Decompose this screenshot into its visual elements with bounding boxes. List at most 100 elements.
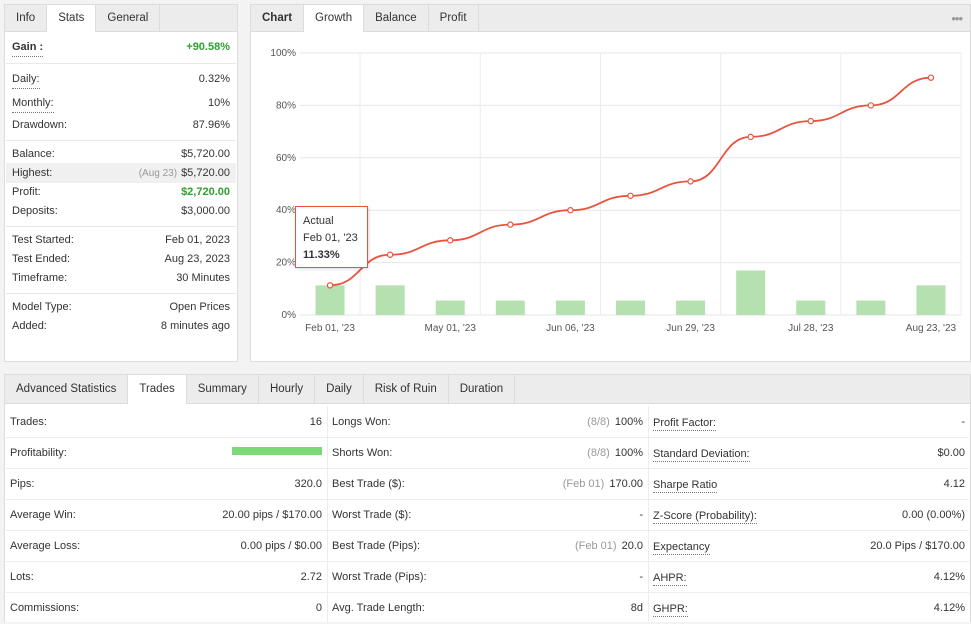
standard-deviation-value: $0.00 <box>937 447 965 459</box>
commissions-row: Commissions: 0 <box>5 593 327 624</box>
chart-panel: Chart Growth Balance Profit ••• 0% 20% 40%… <box>250 4 971 362</box>
highest-label: Highest: <box>12 167 53 179</box>
pips-value: 320.0 <box>294 478 322 490</box>
gain-label[interactable]: Gain : <box>12 38 44 57</box>
worst-trade-usd-value: - <box>639 509 643 521</box>
longs-won-row: Longs Won: (8/8) 100% <box>327 407 648 438</box>
bar-mark <box>736 270 766 315</box>
daily-label[interactable]: Daily: <box>12 70 40 89</box>
chart-tooltip: Actual Feb 01, '23 11.33% <box>295 206 368 268</box>
profit-factor-value: - <box>961 416 965 428</box>
pips-row: Pips: 320.0 <box>5 469 327 500</box>
tab-growth[interactable]: Growth <box>304 5 365 32</box>
deposits-row: Deposits: $3,000.00 <box>12 202 230 220</box>
tab-balance[interactable]: Balance <box>364 5 429 31</box>
bar-mark <box>916 285 946 315</box>
tooltip-value: 11.33% <box>303 249 340 261</box>
average-win-label: Average Win: <box>10 509 76 521</box>
timeframe-label: Timeframe: <box>12 272 68 284</box>
test-ended-row: Test Ended: Aug 23, 2023 <box>12 250 230 268</box>
bar-mark <box>676 300 706 315</box>
line-point <box>326 282 334 289</box>
added-label: Added: <box>12 320 47 332</box>
x-tick-label: Jul 28, '23 <box>788 323 834 334</box>
avg-trade-length-value: 8d <box>630 602 643 614</box>
timeframe-row: Timeframe: 30 Minutes <box>12 269 230 287</box>
tab-info[interactable]: Info <box>5 5 48 31</box>
best-trade-pips-row: Best Trade (Pips): (Feb 01) 20.0 <box>327 531 648 562</box>
x-tick-label: Jun 06, '23 <box>546 323 595 334</box>
balance-label: Balance: <box>12 148 55 160</box>
tab-risk-of-ruin[interactable]: Risk of Ruin <box>364 375 449 403</box>
tooltip-title: Actual <box>303 215 334 227</box>
tab-duration[interactable]: Duration <box>449 375 516 403</box>
y-tick-label: 20% <box>276 258 296 269</box>
z-score-label[interactable]: Z-Score (Probability): <box>653 510 757 524</box>
z-score-row: Z-Score (Probability): 0.00 (0.00%) <box>648 500 970 531</box>
test-ended-value: Aug 23, 2023 <box>164 253 230 265</box>
chart-tabs: Chart Growth Balance Profit <box>251 5 970 32</box>
average-loss-value: 0.00 pips / $0.00 <box>240 540 322 552</box>
line-point <box>747 133 754 141</box>
profitability-label: Profitability: <box>10 447 67 459</box>
tab-daily[interactable]: Daily <box>315 375 364 403</box>
profit-label: Profit: <box>12 186 41 198</box>
x-tick-label: Aug 23, '23 <box>906 323 957 334</box>
standard-deviation-label[interactable]: Standard Deviation: <box>653 448 750 462</box>
bar-mark <box>555 300 585 315</box>
row-divider <box>6 437 969 438</box>
drawdown-label: Drawdown: <box>12 119 68 131</box>
ghpr-row: GHPR: 4.12% <box>648 593 970 624</box>
expectancy-label[interactable]: Expectancy <box>653 541 710 555</box>
monthly-value: 10% <box>207 97 230 109</box>
lots-label: Lots: <box>10 571 34 583</box>
balance-value: $5,720.00 <box>181 148 230 160</box>
ahpr-label[interactable]: AHPR: <box>653 572 687 586</box>
sharpe-ratio-label[interactable]: Sharpe Ratio <box>653 479 718 493</box>
deposits-value: $3,000.00 <box>181 205 230 217</box>
tab-advanced-statistics[interactable]: Advanced Statistics <box>5 375 129 403</box>
added-row: Added: 8 minutes ago <box>12 317 230 335</box>
best-trade-usd-value-wrap: (Feb 01) 170.00 <box>563 469 643 500</box>
profit-row: Profit: $2,720.00 <box>12 183 230 201</box>
trades-value: 16 <box>309 416 322 428</box>
advanced-tabs: Advanced Statistics Trades Summary Hourl… <box>5 375 970 404</box>
x-tick-label: May 01, '23 <box>425 323 477 334</box>
best-trade-pips-value-wrap: (Feb 01) 20.0 <box>575 531 643 562</box>
bar-mark <box>616 300 645 315</box>
daily-value: 0.32% <box>198 73 230 85</box>
profitability-row: Profitability: <box>5 438 327 469</box>
tab-trades[interactable]: Trades <box>128 375 187 404</box>
divider <box>6 63 236 64</box>
worst-trade-pips-value: - <box>639 571 643 583</box>
expectancy-value: 20.0 Pips / $170.00 <box>870 540 965 552</box>
monthly-label[interactable]: Monthly: <box>12 94 54 113</box>
profit-factor-label[interactable]: Profit Factor: <box>653 417 716 431</box>
worst-trade-pips-row: Worst Trade (Pips): - <box>327 562 648 593</box>
gain-row: Gain : +90.58% <box>12 38 230 57</box>
advanced-statistics-panel: Advanced Statistics Trades Summary Hourl… <box>4 374 971 622</box>
line-point <box>567 206 574 214</box>
tab-profit[interactable]: Profit <box>429 5 479 31</box>
tab-stats[interactable]: Stats <box>47 5 97 32</box>
tab-hourly[interactable]: Hourly <box>259 375 316 403</box>
y-tick-label: 40% <box>276 205 296 216</box>
highest-highlight <box>6 163 236 183</box>
stats-panel: Info Stats General Gain : +90.58% Daily:… <box>4 4 238 362</box>
longs-won-value: 100% <box>614 416 643 428</box>
highest-value-wrap: (Aug 23) $5,720.00 <box>139 164 230 183</box>
tab-general[interactable]: General <box>96 5 161 31</box>
tab-summary[interactable]: Summary <box>187 375 259 403</box>
column-divider <box>327 406 328 622</box>
z-score-value: 0.00 (0.00%) <box>902 509 965 521</box>
avg-trade-length-label: Avg. Trade Length: <box>332 602 425 614</box>
tab-chart[interactable]: Chart <box>251 5 305 31</box>
ghpr-label[interactable]: GHPR: <box>653 603 688 617</box>
bar-mark <box>796 300 826 315</box>
sharpe-ratio-value: 4.12 <box>943 478 965 490</box>
lots-row: Lots: 2.72 <box>5 562 327 593</box>
row-divider <box>6 499 969 500</box>
gain-value: +90.58% <box>186 41 230 53</box>
more-options-icon[interactable]: ••• <box>951 11 963 26</box>
deposits-label: Deposits: <box>12 205 58 217</box>
